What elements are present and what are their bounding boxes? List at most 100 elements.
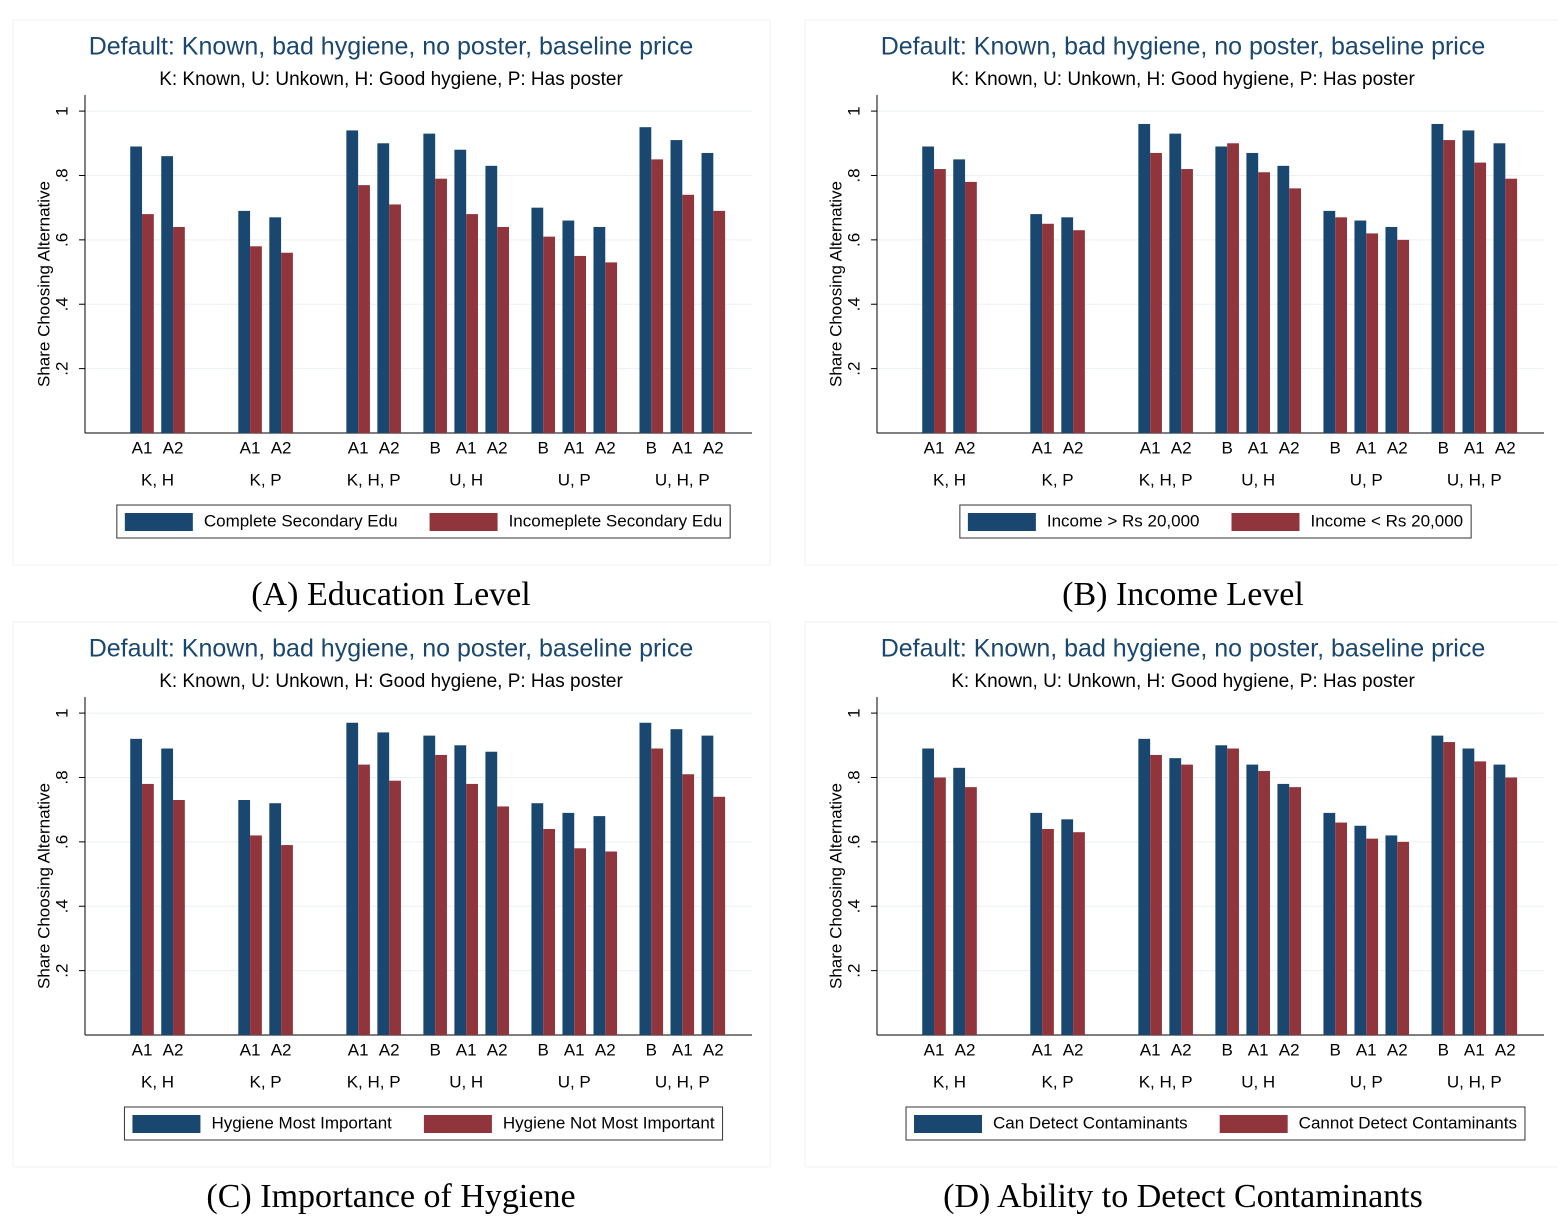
bar xyxy=(389,780,401,1035)
bar xyxy=(1335,822,1348,1035)
legend: Can Detect Contaminants Cannot Detect Con… xyxy=(905,1106,1526,1141)
bar xyxy=(1462,130,1475,433)
legend-box xyxy=(905,1106,1526,1141)
y-tick-label: .2 xyxy=(844,964,863,978)
bar xyxy=(562,812,575,1035)
bar xyxy=(130,146,143,433)
legend-swatch xyxy=(423,1115,492,1133)
y-tick-label: .2 xyxy=(844,362,863,376)
bar xyxy=(682,194,695,433)
y-tick-label: .4 xyxy=(52,899,71,913)
x-tick-label: A2 xyxy=(163,438,184,457)
y-tick-label: .8 xyxy=(52,770,71,784)
x-tick-label: A1 xyxy=(672,1040,693,1059)
bar xyxy=(269,803,282,1035)
x-tick-label: A2 xyxy=(1171,1040,1192,1059)
bar xyxy=(1443,140,1456,434)
bar xyxy=(953,159,966,433)
x-tick-label: B xyxy=(430,1040,441,1059)
bar xyxy=(346,130,359,433)
x-tick-label: A2 xyxy=(955,1040,976,1059)
bar xyxy=(161,156,174,433)
legend-swatch xyxy=(1231,513,1300,531)
bar xyxy=(435,754,447,1035)
bar xyxy=(574,848,587,1035)
y-tick-label: .8 xyxy=(844,168,863,182)
bar xyxy=(1258,771,1270,1035)
bar xyxy=(1431,735,1444,1035)
y-tick-label: 1 xyxy=(844,106,863,115)
bar xyxy=(454,149,467,433)
group-label: K, P xyxy=(250,470,282,489)
y-tick-label: .6 xyxy=(52,233,71,247)
bar xyxy=(423,735,436,1035)
x-tick-label: A2 xyxy=(271,438,292,457)
bar xyxy=(1277,783,1290,1035)
bar xyxy=(1335,217,1348,433)
group-label: U, H, P xyxy=(1447,1072,1502,1091)
legend-box xyxy=(123,1106,724,1141)
bar xyxy=(1431,123,1444,433)
bar xyxy=(435,178,447,433)
panel: Default: Known, bad hygiene, no poster, … xyxy=(804,621,1558,1215)
x-tick-label: A2 xyxy=(379,438,400,457)
group-label: K, H xyxy=(141,470,174,489)
legend-label: Can Detect Contaminants xyxy=(993,1113,1188,1132)
x-tick-label: A1 xyxy=(240,438,261,457)
legend-label: Incomeplete Secondary Edu xyxy=(509,511,723,530)
x-tick-label: A2 xyxy=(271,1040,292,1059)
bar xyxy=(173,800,185,1035)
x-tick-label: A1 xyxy=(348,438,369,457)
caption: (A) Education Level xyxy=(251,576,530,613)
bar xyxy=(1366,233,1379,433)
y-tick-label: .4 xyxy=(844,899,863,913)
group-label: U, P xyxy=(1350,1072,1383,1091)
bar xyxy=(543,236,556,433)
y-tick-label: .2 xyxy=(52,362,71,376)
x-tick-label: A1 xyxy=(1140,438,1161,457)
x-tick-label: B xyxy=(430,438,441,457)
legend-swatch xyxy=(914,1115,983,1133)
bar xyxy=(1493,143,1506,433)
x-tick-label: A1 xyxy=(456,438,477,457)
y-tick-label: 1 xyxy=(52,106,71,115)
bar xyxy=(1150,152,1162,433)
x-tick-label: A2 xyxy=(1279,438,1300,457)
bar xyxy=(238,800,251,1035)
bar xyxy=(1385,226,1398,433)
chart-subtitle: K: Known, U: Unkown, H: Good hygiene, P:… xyxy=(951,671,1415,692)
bar xyxy=(1227,143,1239,433)
x-tick-label: B xyxy=(1222,1040,1233,1059)
x-tick-label: A1 xyxy=(924,1040,945,1059)
bar xyxy=(346,722,359,1035)
x-tick-label: A1 xyxy=(132,1040,153,1059)
x-tick-label: A2 xyxy=(1279,1040,1300,1059)
bar xyxy=(1443,742,1456,1035)
legend-label: Hygiene Not Most Important xyxy=(503,1113,715,1132)
y-tick-label: .8 xyxy=(52,168,71,182)
y-axis-label: Share Choosing Alternative xyxy=(826,783,845,989)
bar xyxy=(682,774,695,1035)
x-tick-label: B xyxy=(1438,1040,1449,1059)
bar xyxy=(466,783,478,1035)
group-label: U, P xyxy=(1350,470,1383,489)
bar xyxy=(574,255,587,433)
x-tick-label: A1 xyxy=(132,438,153,457)
bar xyxy=(1150,754,1162,1035)
bar xyxy=(1246,764,1259,1035)
bar xyxy=(651,159,664,433)
group-label: K, H, P xyxy=(347,1072,401,1091)
x-tick-label: A1 xyxy=(1248,438,1269,457)
bar xyxy=(1181,764,1193,1035)
x-tick-label: A2 xyxy=(1063,1040,1084,1059)
panel: Default: Known, bad hygiene, no poster, … xyxy=(804,19,1558,613)
bar xyxy=(250,246,262,433)
chart-subtitle: K: Known, U: Unkown, H: Good hygiene, P:… xyxy=(159,69,623,90)
panel: Default: Known, bad hygiene, no poster, … xyxy=(12,19,771,613)
bar xyxy=(1181,169,1193,434)
group-label: U, H xyxy=(449,1072,483,1091)
legend-swatch xyxy=(967,513,1036,531)
bar xyxy=(953,767,966,1035)
bar xyxy=(1493,764,1506,1035)
caption: (C) Importance of Hygiene xyxy=(206,1178,575,1215)
